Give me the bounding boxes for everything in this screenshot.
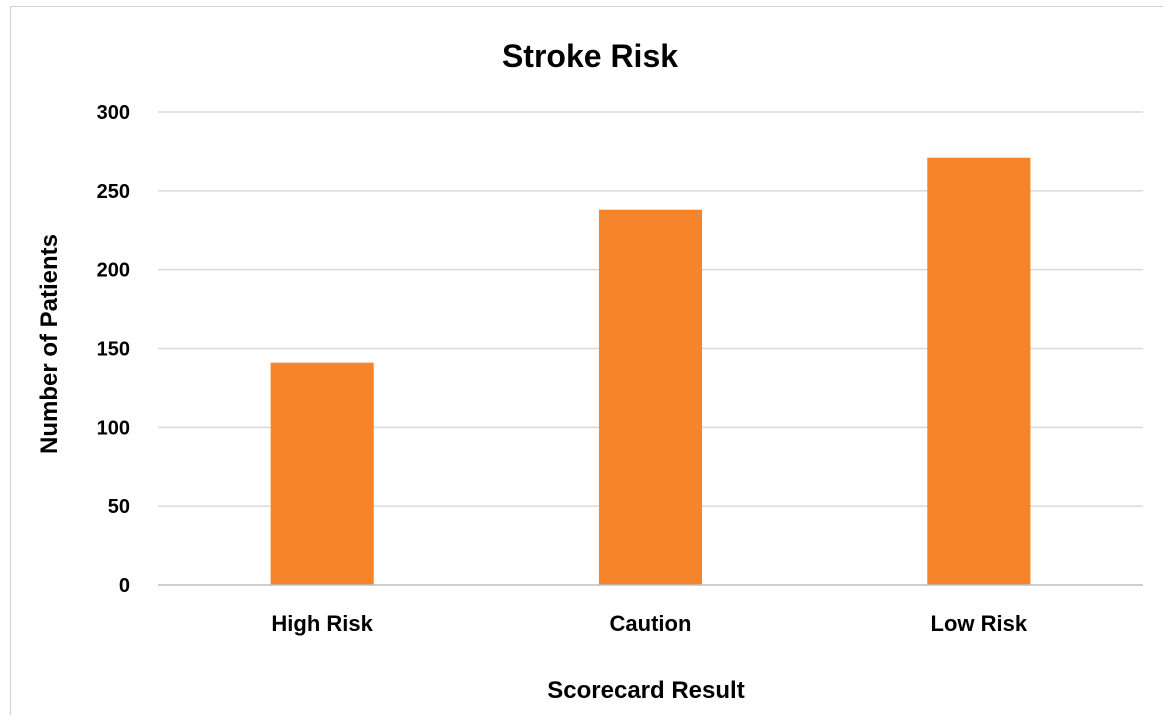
y-axis-ticks: 0 50 100 150 200 250 300 [97,102,130,597]
y-tick-label: 250 [97,181,130,203]
bar-caution [598,209,703,585]
bar-high-risk [270,362,374,585]
bars [270,157,1031,585]
y-axis-label: Number of Patients [36,234,63,454]
x-axis-label: Scorecard Result [547,677,744,704]
x-axis-categories: High Risk Caution Low Risk [271,611,1027,636]
y-tick-label: 50 [108,496,130,518]
y-tick-label: 100 [97,417,130,439]
y-tick-label: 300 [97,102,130,124]
x-category-label: High Risk [271,611,373,636]
x-category-label: Low Risk [931,611,1028,636]
y-tick-label: 150 [97,339,130,361]
y-tick-label: 200 [97,260,130,282]
x-category-label: Caution [610,611,692,636]
chart-title: Stroke Risk [502,38,678,74]
y-tick-label: 0 [119,575,130,597]
bar-low-risk [927,157,1031,585]
